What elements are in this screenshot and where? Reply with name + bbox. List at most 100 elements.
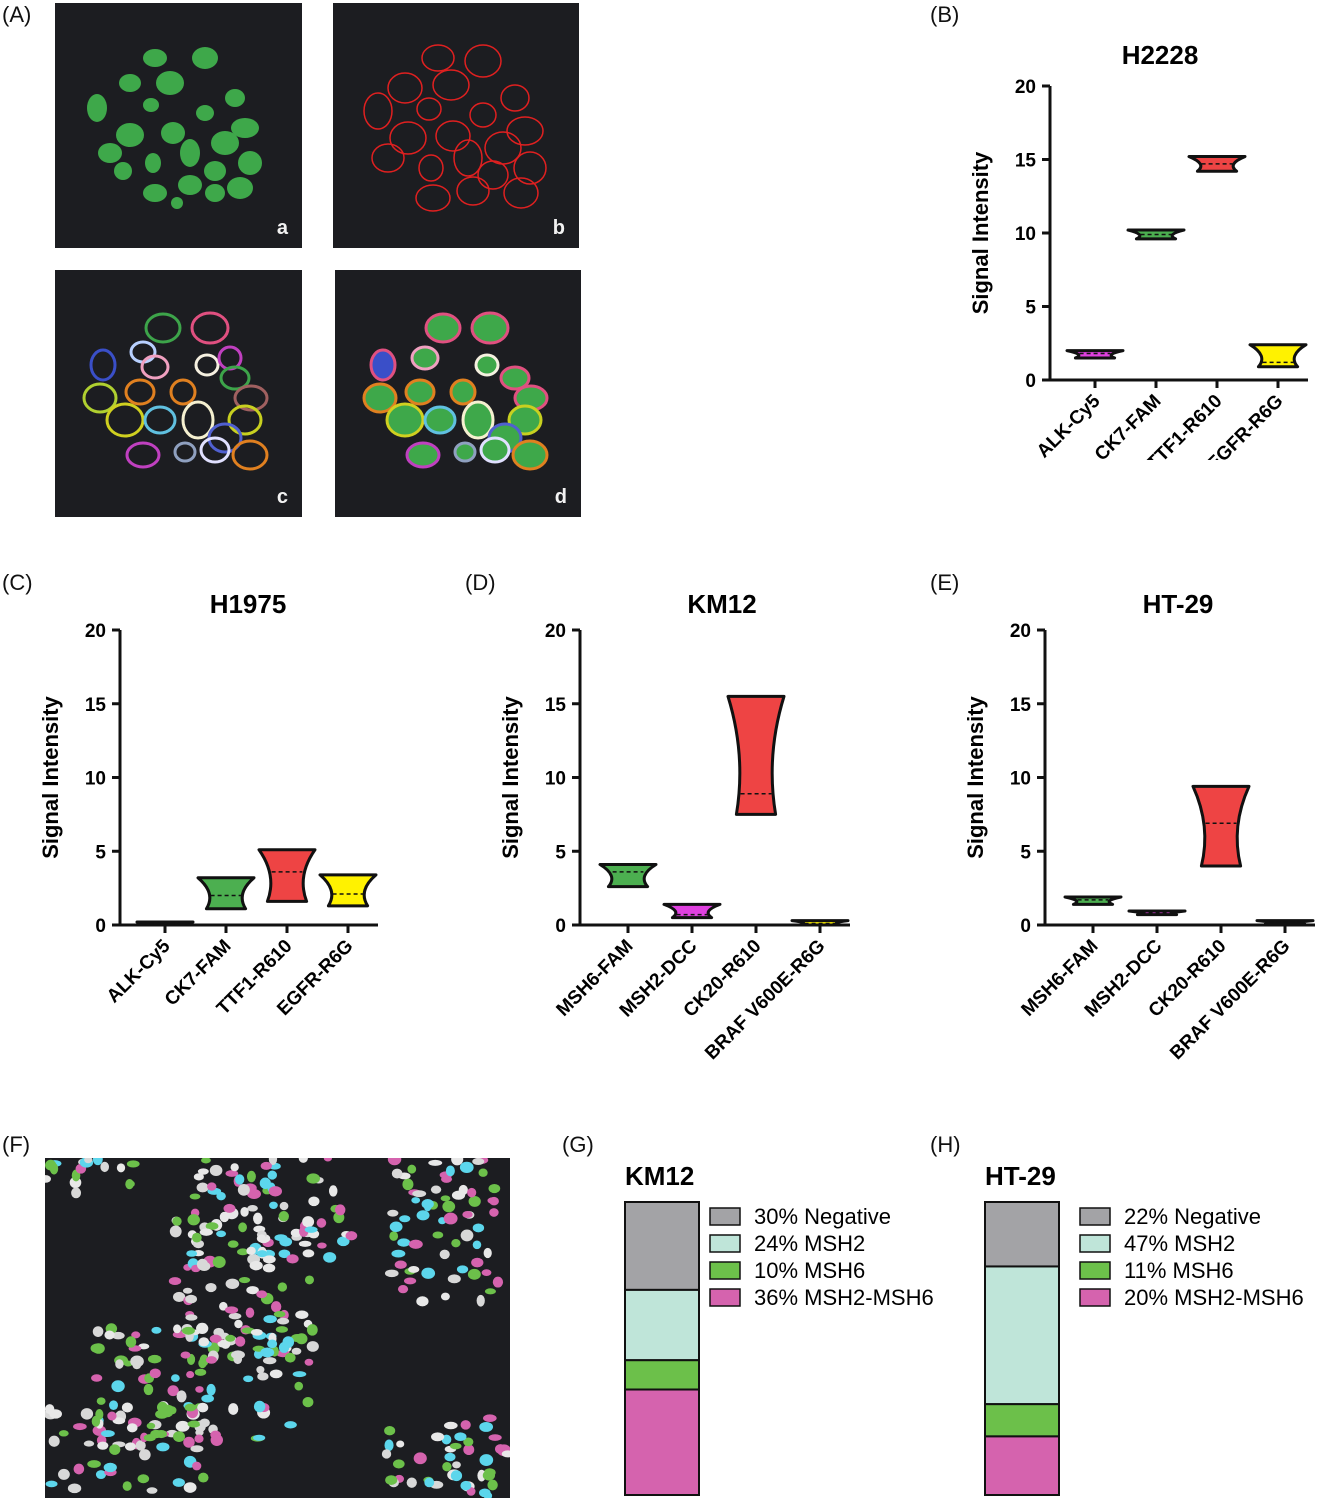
cell-nucleus	[96, 1397, 106, 1405]
bar-segment	[984, 1435, 1060, 1496]
bar-segment	[624, 1388, 700, 1497]
chart-title: HT-29	[985, 1161, 1056, 1191]
cell-nucleus	[408, 1239, 423, 1249]
cell-nucleus	[304, 1358, 314, 1366]
cell-nucleus	[172, 1291, 186, 1303]
cell-nucleus	[262, 1263, 276, 1273]
cell-nucleus	[277, 1317, 290, 1325]
cell-nucleus	[92, 1326, 104, 1337]
cell-nucleus	[250, 1328, 263, 1336]
cell-nucleus	[209, 1334, 222, 1343]
cell-nucleus	[210, 1434, 223, 1446]
cell-nucleus	[112, 1417, 126, 1425]
violin-msh2-dcc	[662, 902, 722, 920]
cell-nucleus	[121, 1402, 133, 1413]
cell-nucleus	[234, 1319, 243, 1329]
cell-nucleus	[483, 1247, 492, 1259]
cell-nucleus	[111, 1380, 125, 1393]
cell-nucleus	[83, 1440, 95, 1447]
cell-nucleus	[270, 1301, 282, 1313]
cell-nucleus	[488, 1183, 501, 1194]
cell-nucleus	[323, 1252, 337, 1263]
violin-ttf1-r610	[257, 848, 317, 903]
cell-nucleus	[256, 1365, 265, 1374]
cell-nucleus	[335, 1204, 346, 1216]
cell-nucleus	[168, 1277, 182, 1286]
cell-nucleus	[197, 1402, 209, 1413]
y-tick-label: 0	[1020, 916, 1031, 937]
cell-nucleus	[73, 1463, 85, 1475]
cell-nucleus	[73, 1423, 87, 1431]
cell-nucleus	[467, 1268, 481, 1280]
cell-nucleus	[487, 1479, 498, 1491]
y-tick-label: 15	[85, 695, 107, 716]
cell-nucleus	[197, 1168, 209, 1175]
cell-nucleus	[90, 1343, 104, 1354]
cell-nucleus	[185, 1314, 198, 1321]
cell-nucleus	[284, 1352, 296, 1363]
y-axis-label: Signal Intensity	[498, 695, 523, 858]
cell-nucleus	[212, 1256, 226, 1269]
cell-nucleus	[187, 1420, 201, 1428]
cell-nucleus	[267, 1339, 278, 1349]
cell-nucleus	[187, 1214, 200, 1226]
cell-nucleus	[205, 1282, 217, 1293]
cell-nucleus	[302, 1249, 315, 1258]
cell-nucleus	[168, 1406, 177, 1415]
cell-nucleus	[416, 1210, 430, 1221]
cell-nucleus	[259, 1177, 271, 1189]
cell-nucleus	[443, 1421, 458, 1430]
x-tick-label: BRAF V600E-R6G	[1166, 936, 1294, 1064]
y-tick-label: 0	[95, 916, 106, 937]
cell-nucleus	[384, 1439, 394, 1452]
cell-nucleus	[391, 1168, 403, 1179]
bar-segment	[624, 1359, 700, 1391]
legend-swatch	[1079, 1261, 1111, 1280]
cell-nucleus	[269, 1369, 283, 1379]
cell-nucleus	[201, 1394, 214, 1403]
cell-nucleus	[227, 1240, 239, 1248]
legend-label: 30% Negative	[754, 1204, 891, 1229]
cell-nucleus	[269, 1201, 278, 1210]
cell-nucleus	[260, 1161, 272, 1170]
cell-nucleus	[173, 1431, 186, 1442]
legend-label: 11% MSH6	[1124, 1258, 1234, 1283]
panel-label-g: (G)	[562, 1132, 594, 1157]
panel-label-b: (B)	[930, 2, 960, 27]
cell-nucleus	[195, 1386, 204, 1393]
cell-nucleus	[155, 1409, 169, 1419]
cell-nucleus	[205, 1356, 217, 1364]
cell-nucleus	[463, 1444, 475, 1456]
cell-nucleus	[249, 1260, 263, 1271]
cell-nucleus	[172, 1478, 185, 1487]
cell-nucleus	[101, 1430, 115, 1438]
cell-nucleus	[58, 1468, 70, 1480]
cell-nucleus	[302, 1396, 314, 1408]
cell-nucleus	[143, 1383, 154, 1396]
cell-nucleus	[199, 1418, 210, 1428]
cell-nucleus	[450, 1470, 463, 1482]
cell-nucleus	[246, 1170, 256, 1183]
cell-nucleus	[44, 1404, 55, 1415]
cell-nucleus	[308, 1196, 320, 1207]
cell-nucleus	[402, 1178, 414, 1191]
cell-nucleus	[295, 1310, 309, 1319]
cell-nucleus	[385, 1475, 398, 1485]
cell-nucleus	[104, 1330, 115, 1340]
cell-nucleus	[421, 1199, 434, 1209]
cell-nucleus	[156, 1442, 170, 1452]
cell-nucleus	[412, 1190, 427, 1198]
cell-nucleus	[282, 1336, 295, 1348]
cell-nucleus	[284, 1421, 297, 1429]
cell-nucleus	[442, 1200, 456, 1213]
cell-nucleus	[298, 1240, 312, 1247]
legend-swatch	[709, 1234, 741, 1253]
nuclei-mask-image	[87, 47, 262, 209]
cell-nucleus	[472, 1157, 485, 1165]
cell-nucleus	[122, 1481, 132, 1491]
cell-nucleus	[487, 1197, 498, 1204]
y-tick-label: 15	[1010, 695, 1032, 716]
cell-nucleus	[468, 1195, 481, 1207]
legend-label: 22% Negative	[1124, 1204, 1261, 1229]
cell-nucleus	[451, 1190, 466, 1200]
